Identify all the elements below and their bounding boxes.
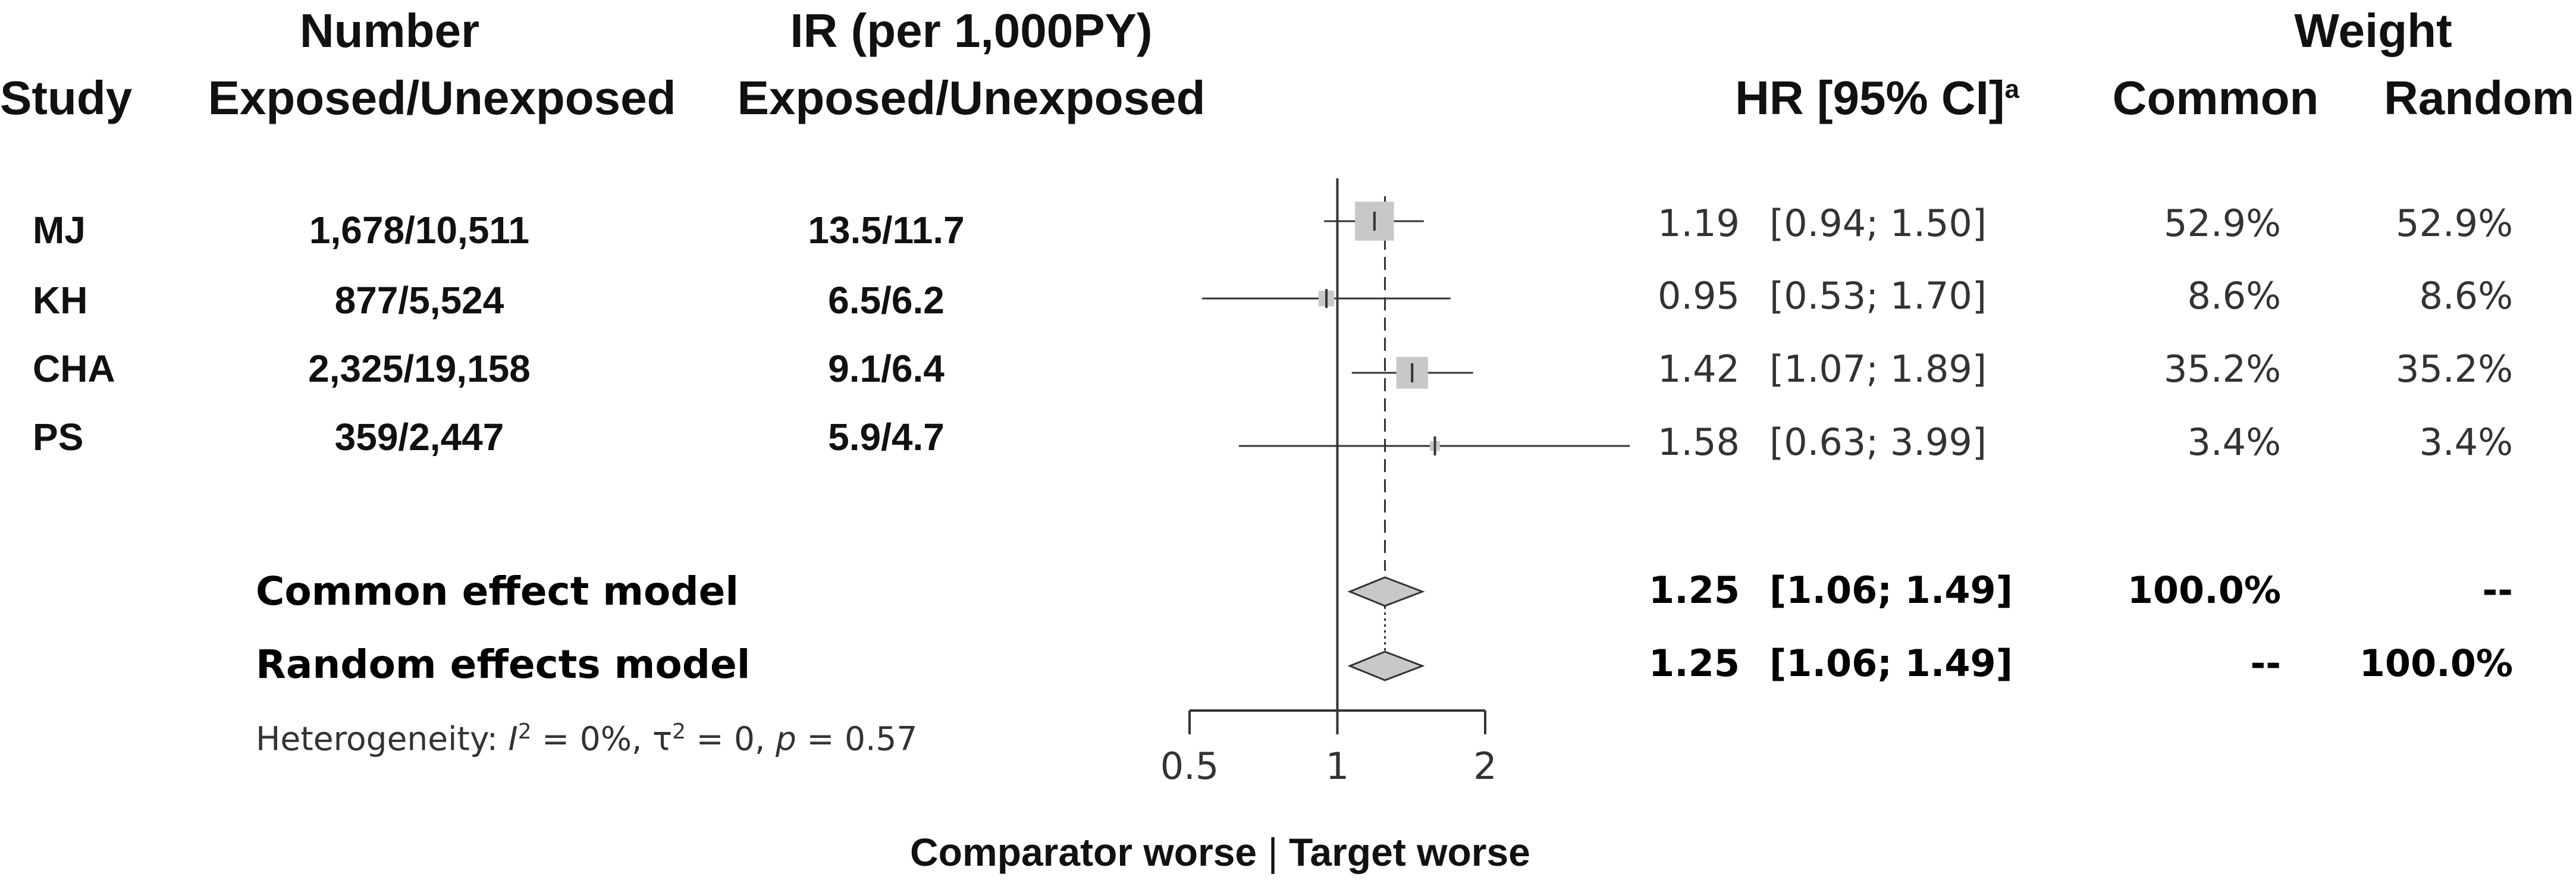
- tau2-value: = 0,: [685, 719, 776, 758]
- hr-value: 1.25: [1649, 568, 1740, 612]
- weight-common-value: 8.6%: [2187, 274, 2281, 318]
- number-header-line1: Number: [299, 4, 480, 57]
- ci-value: [1.06; 1.49]: [1769, 642, 2013, 685]
- hr-value: 1.58: [1657, 420, 1740, 464]
- ir-value: 13.5/11.7: [808, 209, 965, 252]
- i2-symbol: I: [508, 719, 518, 758]
- p-value: = 0.57: [796, 719, 918, 758]
- ir-value: 6.5/6.2: [828, 279, 945, 322]
- pooled-diamond: [1347, 650, 1425, 681]
- weight-common-value: 100.0%: [2127, 568, 2281, 612]
- number-value: 877/5,524: [334, 279, 504, 322]
- hr-value: 1.25: [1649, 642, 1740, 685]
- weight-random-value: 3.4%: [2419, 420, 2513, 464]
- weight-header: Weight: [2294, 4, 2452, 57]
- p-symbol: p: [775, 719, 796, 758]
- ir-value: 5.9/4.7: [828, 416, 945, 458]
- number-header-line2: Exposed/Unexposed: [208, 71, 676, 124]
- study-header: Study: [0, 71, 133, 124]
- pooled-diamond: [1347, 576, 1425, 607]
- footer-direction: Comparator worse | Target worse: [910, 829, 1530, 875]
- weight-random-value: 35.2%: [2396, 347, 2513, 391]
- i2-value: = 0%,: [531, 719, 652, 758]
- ci-value: [0.53; 1.70]: [1769, 274, 1987, 318]
- weight-random-value: 100.0%: [2359, 642, 2513, 685]
- weight-random-value: --: [2482, 568, 2513, 612]
- study-label: CHA: [33, 347, 115, 390]
- tau2-symbol: τ: [652, 719, 673, 758]
- model-label: Random effects model: [256, 642, 751, 687]
- weight-random-value: 8.6%: [2419, 274, 2513, 318]
- footer-target-worse: Target worse: [1288, 830, 1530, 874]
- ci-value: [1.07; 1.89]: [1769, 347, 1987, 391]
- heterogeneity-text: Heterogeneity: I2 = 0%, τ2 = 0, p = 0.57: [256, 719, 917, 758]
- tau2-superscript: 2: [672, 719, 686, 744]
- model-label: Common effect model: [256, 568, 739, 614]
- ir-header-line1: IR (per 1,000PY): [790, 4, 1153, 57]
- study-label: PS: [33, 416, 84, 458]
- ir-header-line2: Exposed/Unexposed: [737, 71, 1206, 124]
- ci-value: [0.94; 1.50]: [1769, 202, 1987, 245]
- number-value: 359/2,447: [334, 416, 504, 458]
- x-axis-tick-label: 2: [1473, 744, 1496, 788]
- hr-value: 1.19: [1657, 202, 1740, 245]
- weight-random-value: 52.9%: [2396, 202, 2513, 245]
- number-value: 1,678/10,511: [309, 209, 530, 252]
- weight-common-value: 3.4%: [2187, 420, 2281, 464]
- weight-common-value: 52.9%: [2164, 202, 2281, 245]
- study-label: KH: [33, 279, 88, 322]
- footer-separator: |: [1267, 830, 1278, 874]
- i2-superscript: 2: [517, 719, 532, 744]
- study-label: MJ: [33, 209, 86, 252]
- x-axis-tick-label: 0.5: [1160, 744, 1219, 788]
- hr-header-superscript: a: [2004, 74, 2019, 104]
- ci-value: [1.06; 1.49]: [1769, 568, 2013, 612]
- hr-value: 0.95: [1657, 274, 1740, 318]
- number-value: 2,325/19,158: [308, 347, 531, 390]
- heterogeneity-prefix: Heterogeneity:: [256, 719, 509, 758]
- weight-random-header: Random: [2384, 71, 2574, 124]
- hr-value: 1.42: [1657, 347, 1740, 391]
- weight-common-value: 35.2%: [2164, 347, 2281, 391]
- ir-value: 9.1/6.4: [828, 347, 945, 390]
- footer-comparator-worse: Comparator worse: [910, 830, 1257, 874]
- weight-common-value: --: [2250, 642, 2281, 685]
- hr-header-text: HR [95% CI]: [1735, 71, 2005, 124]
- x-axis-tick-label: 1: [1326, 744, 1349, 788]
- ci-value: [0.63; 3.99]: [1769, 420, 1987, 464]
- weight-common-header: Common: [2112, 71, 2319, 124]
- hr-header: HR [95% CI]a: [1735, 74, 2019, 122]
